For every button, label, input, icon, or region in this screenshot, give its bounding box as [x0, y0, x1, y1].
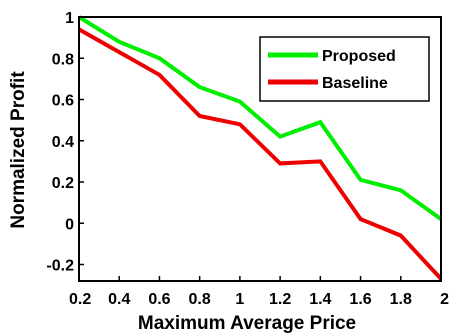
x-axis-label: Maximum Average Price: [138, 313, 356, 333]
y-tick-label: 0: [65, 216, 74, 233]
y-tick-label: 0.6: [52, 93, 74, 110]
y-tick-label: 0.8: [52, 51, 74, 68]
x-tick-label: 1: [235, 291, 244, 308]
x-tick-label: 2: [440, 291, 449, 308]
x-tick-label: 1.2: [269, 291, 291, 308]
legend-label-baseline: Baseline: [322, 75, 388, 92]
x-tick-label: 1.8: [390, 291, 412, 308]
x-tick-label: 0.4: [108, 291, 130, 308]
y-axis-label: Normalized Profit: [8, 71, 29, 229]
x-tick-label: 0.8: [189, 291, 211, 308]
y-tick-label: 0.4: [52, 134, 74, 151]
x-tick-label: 0.2: [69, 291, 91, 308]
series-line-proposed: [77, 15, 443, 221]
legend: Proposed Baseline: [259, 36, 430, 102]
y-tick-label: -0.2: [46, 258, 74, 275]
legend-box: [259, 36, 430, 102]
series-line-baseline: [78, 27, 443, 281]
legend-label-proposed: Proposed: [322, 48, 396, 65]
y-tick-label: 1: [65, 10, 74, 27]
x-tick-label: 0.6: [148, 291, 170, 308]
series-lines: [77, 15, 443, 281]
y-tick-label: 0.2: [52, 175, 74, 192]
x-tick-label: 1.6: [349, 291, 371, 308]
plot-frame: [78, 16, 442, 282]
x-tick-label: 1.4: [309, 291, 331, 308]
